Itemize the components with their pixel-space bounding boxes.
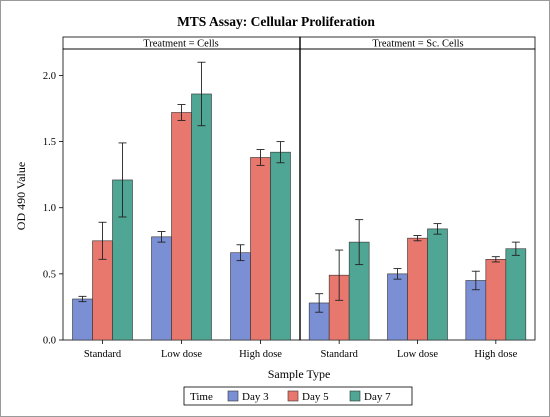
chart-title: MTS Assay: Cellular Proliferation [177,14,375,29]
legend: Time Day 3 Day 5 Day 7 [183,386,413,406]
x-tick-label: High dose [239,349,282,360]
y-tick-label: 0.5 [43,269,56,280]
y-tick-label: 1.0 [43,203,56,214]
bar-day-3 [151,236,172,341]
legend-swatch [287,390,299,402]
bar-day-3 [387,273,408,341]
bar-day-7 [505,248,527,341]
y-tick-label: 1.5 [43,137,56,148]
x-axis: Standard Low dose High dose Standard Low dos… [84,340,518,360]
legend-entry: Day 7 [364,391,391,403]
legend-entry: Day 5 [302,391,329,403]
bar-day-5 [250,157,271,341]
bar-day-7 [191,93,212,341]
bar-day-5 [171,112,192,341]
bar-day-3 [230,252,251,341]
x-axis-label: Sample Type [268,367,331,381]
bar-day-5 [485,259,507,341]
x-tick-label: Standard [321,349,359,360]
bar-day-5 [407,237,428,341]
y-axis-label: OD 490 Value [14,162,28,230]
x-tick-label: Low dose [397,349,438,360]
legend-swatch [227,390,239,402]
legend-title: Time [190,391,213,403]
bar-day-7 [427,228,448,341]
x-tick-label: Low dose [161,349,202,360]
bar-day-7 [270,151,291,341]
bar-day-3 [72,298,93,341]
panel-label-sc-cells: Treatment = Sc. Cells [372,39,463,50]
x-tick-label: Standard [84,349,122,360]
bars [72,61,527,341]
y-tick-label: 2.0 [43,71,56,82]
y-axis: 0.0 0.5 1.0 1.5 2.0 [43,71,63,347]
y-tick-label: 0.0 [43,336,56,347]
legend-entry: Day 3 [242,391,269,403]
x-tick-label: High dose [474,349,517,360]
legend-swatch [349,390,361,402]
panel-label-cells: Treatment = Cells [143,39,219,50]
